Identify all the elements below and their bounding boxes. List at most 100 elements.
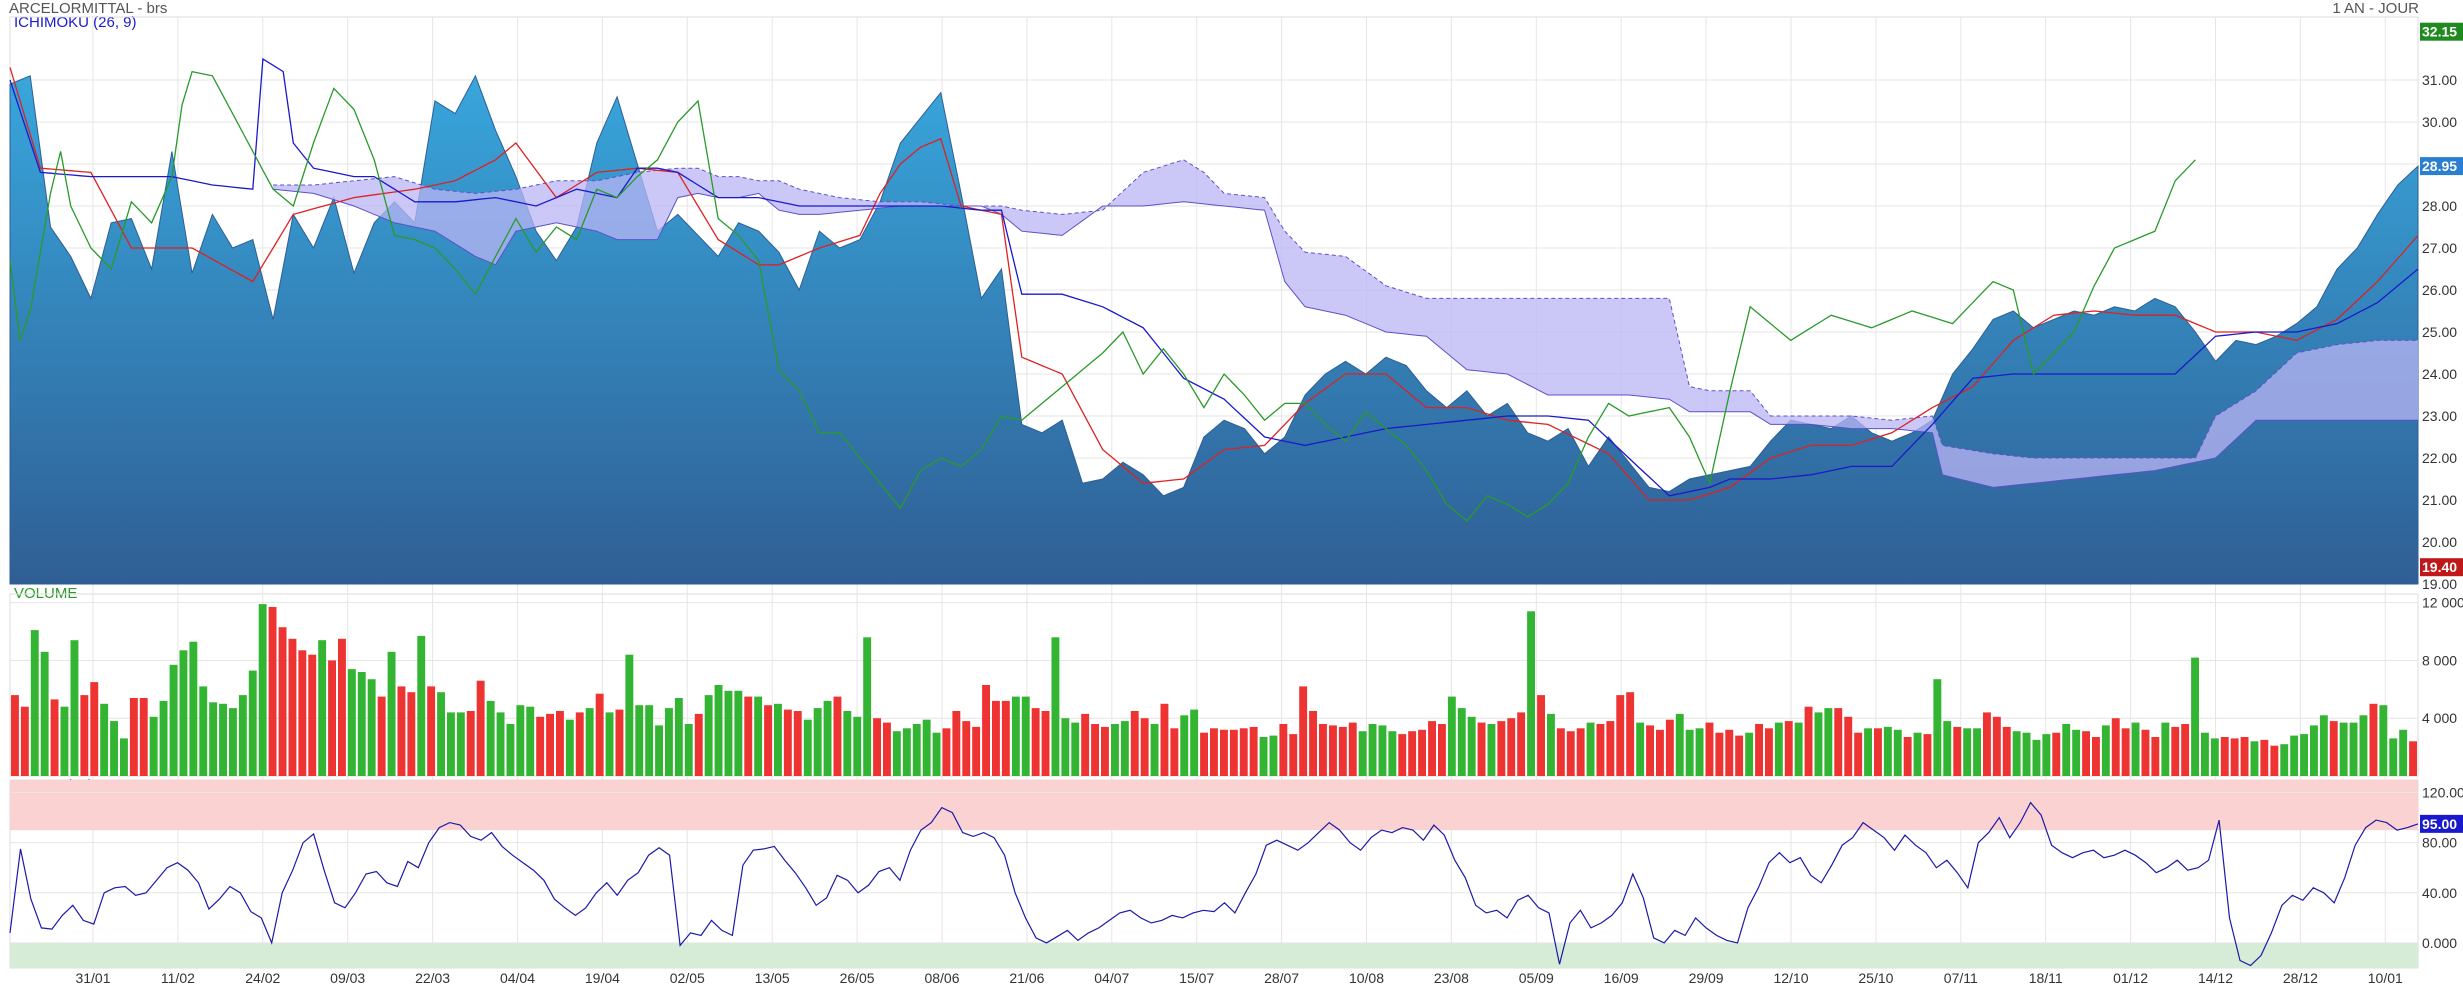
volume-bar [922,719,931,776]
x-tick-label: 31/01 [75,970,110,986]
volume-bar [169,664,178,776]
volume-bar [1249,726,1258,776]
volume-bar [2161,722,2170,776]
volume-bar [605,712,614,776]
volume-bar [2329,721,2338,776]
volume-bar [526,706,535,776]
volume-bar [1616,695,1625,776]
volume-bar [1031,708,1040,776]
volume-bar [1576,728,1585,776]
volume-bar [120,738,128,776]
volume-bar [2151,737,2160,776]
x-tick-label: 09/03 [330,970,365,986]
volume-bar [1913,732,1922,776]
volume-bar [1685,729,1694,776]
volume-bar [1735,735,1744,776]
volume-bar [853,716,862,776]
volume-bar [1130,711,1139,776]
volume-bar [1081,713,1090,776]
volume-bar [1933,679,1942,776]
x-tick-label: 25/10 [1858,970,1893,986]
volume-bar [199,686,208,776]
x-tick-label: 21/06 [1009,970,1044,986]
volume-bar [2131,722,2140,776]
volume-bar [982,685,990,776]
last-price-badge [2420,157,2463,176]
volume-bar [357,672,366,776]
volume-bar [1438,724,1446,776]
volume-bar [1824,708,1833,776]
x-tick-label: 14/12 [2198,970,2233,986]
volume-bar [1923,734,1932,776]
min-price-badge [2420,558,2463,577]
volume-bar [1656,729,1664,776]
volume-bar [40,651,49,776]
volume-bar [744,696,753,776]
price-tick-label: 24.00 [2422,366,2457,382]
x-tick-label: 15/07 [1179,970,1214,986]
volume-bar [1695,728,1704,776]
x-tick-label: 28/12 [2283,970,2318,986]
volume-bar [1041,711,1050,776]
volume-bar [219,703,227,776]
volume-bar [1101,726,1109,776]
volume-bar [288,638,297,776]
volume-bar [2181,724,2190,776]
volume-bar [1269,735,1278,776]
volume-bar [129,698,138,776]
volume-bar [80,695,89,776]
volume-bar [1210,728,1218,776]
volume-bar [665,708,673,776]
volume-bar [1289,734,1298,776]
volume-bar [1051,637,1060,776]
volume-bar [1091,724,1099,776]
volume-bar [1665,719,1674,776]
price-tick-label: 26.00 [2422,282,2457,298]
chikou-line [9,70,2196,522]
volume-bar [992,700,1000,776]
ichimoku-label: ICHIMOKU (26, 9) [14,14,137,31]
volume-bar [1626,692,1635,776]
volume-bar [466,711,475,776]
volume-bar [2359,715,2368,776]
period-label[interactable]: 1 AN - JOUR [2332,0,2419,17]
volume-bar [2270,745,2279,776]
volume-bar [1675,713,1684,776]
volume-bar [674,698,683,776]
volume-bar [1636,722,1645,776]
x-tick-label: 01/12 [2113,970,2148,986]
x-tick-label: 24/02 [245,970,280,986]
volume-bar [635,705,644,776]
volume-bar [2280,744,2289,776]
volume-bar [952,711,961,776]
x-tick-label: 07/11 [1944,970,1978,986]
cloud-span-b-line [273,188,2418,488]
volume-bar [308,654,317,776]
volume-bar [1329,725,1337,776]
volume-bar [813,708,822,776]
volume-bar [565,719,574,776]
volume-bar [367,679,376,776]
price-tick-label: 21.00 [2422,492,2457,508]
volume-bar [1388,731,1397,776]
volume-bar [1963,728,1972,776]
volume-bar [823,700,832,776]
bollb-tick-label: 120.00 [2422,785,2463,801]
volume-bar [2022,732,2031,776]
price-tick-label: 27.00 [2422,240,2457,256]
min-price-badge-text: 19.40 [2422,559,2457,575]
volume-bar [328,660,336,776]
volume-bar [20,706,29,776]
volume-bar [1299,686,1308,776]
volume-bar [556,711,564,776]
volume-bar [1864,728,1872,776]
volume-bar [1071,722,1080,776]
volume-bar [1953,726,1962,776]
price-tick-label: 30.00 [2422,114,2457,130]
volume-bar [1784,721,1793,776]
volume-bar [1893,729,1902,776]
volume-bar [417,635,426,776]
volume-bar [962,721,971,776]
price-tick-label: 25.00 [2422,324,2457,340]
